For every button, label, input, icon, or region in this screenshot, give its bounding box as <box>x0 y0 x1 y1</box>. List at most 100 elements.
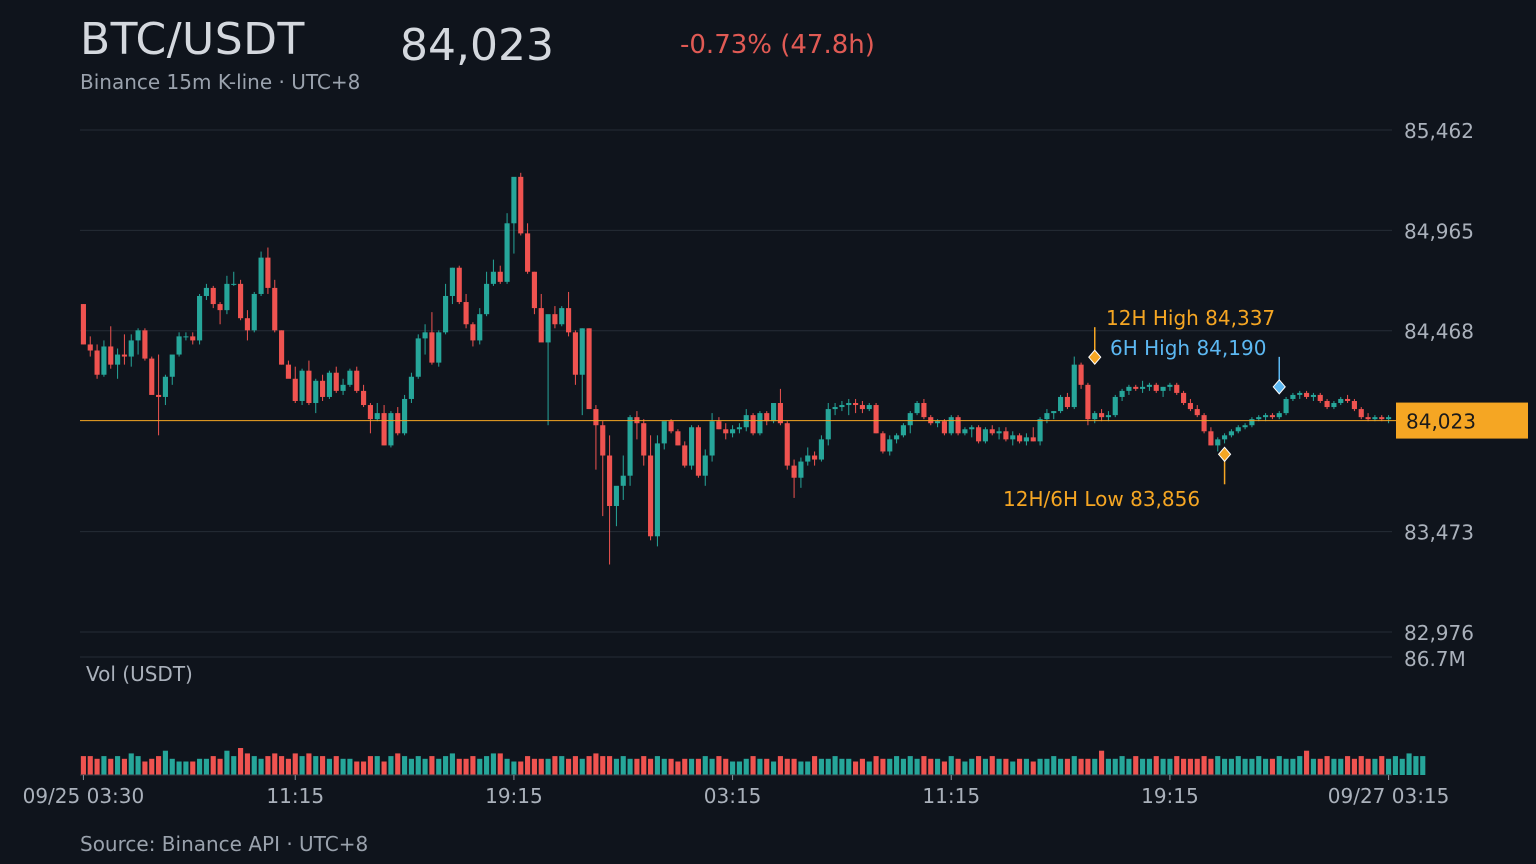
price-tick-label: 85,462 <box>1404 119 1474 143</box>
volume-bar <box>935 758 941 775</box>
candle-body <box>381 413 387 446</box>
candle-body <box>504 223 510 282</box>
volume-bar <box>1112 758 1118 775</box>
volume-bar <box>374 756 380 775</box>
current-price: 84,023 <box>400 20 554 71</box>
candle-body <box>1372 417 1378 420</box>
candle-body <box>900 425 906 436</box>
candle-body <box>115 354 121 365</box>
annotations: 84,023 12H High 84,337 6H High 84,190 12H/6… <box>80 306 1528 511</box>
volume-bar <box>900 758 906 775</box>
candle-body <box>299 370 305 401</box>
volume-bar <box>689 758 695 775</box>
volume-bar <box>682 758 688 775</box>
volume-bar <box>258 758 264 775</box>
candle-body <box>661 421 667 444</box>
volume-bar <box>948 756 954 775</box>
candle-body <box>935 421 941 424</box>
candle-body <box>1263 415 1269 418</box>
candle-body <box>1174 384 1180 393</box>
high-12h-label: 12H High 84,337 <box>1106 306 1275 330</box>
volume-bar <box>620 756 626 775</box>
volume-bar <box>1201 756 1207 775</box>
candle-body <box>1290 394 1296 399</box>
candle-body <box>326 372 332 397</box>
candle-body <box>258 257 264 294</box>
volume-bar <box>1119 756 1125 775</box>
volume-bar <box>456 758 462 775</box>
candle-body <box>805 455 811 462</box>
candle-body <box>484 283 490 315</box>
volume-bar <box>381 761 387 775</box>
volume-bar <box>887 758 893 775</box>
candle-body <box>709 421 715 456</box>
candle-body <box>812 455 818 460</box>
volume-bar <box>928 758 934 775</box>
candle-body <box>224 283 230 311</box>
volume-bar <box>736 761 742 775</box>
candle-body <box>1365 417 1371 420</box>
candle-body <box>279 330 285 365</box>
candle-body <box>654 443 660 537</box>
candle-body <box>839 405 845 408</box>
candle-body <box>210 287 216 305</box>
candle-body <box>818 439 824 460</box>
candle-body <box>238 283 244 319</box>
volume-bar <box>921 756 927 775</box>
candle-body <box>313 380 319 404</box>
candle-body <box>1310 394 1316 397</box>
x-tick-label: 03:15 <box>704 784 762 808</box>
candle-body <box>340 384 346 391</box>
candle-body <box>1078 364 1084 385</box>
volume-bar <box>1037 758 1043 775</box>
candle-body <box>183 336 189 338</box>
volume-bar <box>914 758 920 775</box>
volume-bar <box>668 758 674 775</box>
last-price-badge <box>1396 402 1528 439</box>
candle-body <box>1153 384 1159 391</box>
candle-body <box>566 308 572 333</box>
volume-bar <box>695 758 701 775</box>
candle-body <box>969 427 975 430</box>
candle-body <box>251 293 257 331</box>
candle-body <box>1085 384 1091 420</box>
volume-bar <box>839 758 845 775</box>
volume-bar <box>525 756 531 775</box>
candle-body <box>1208 431 1214 446</box>
volume-bar <box>600 756 606 775</box>
volume-bar <box>135 756 141 775</box>
volume-bar <box>607 756 613 775</box>
volume-bar <box>1290 758 1296 775</box>
volume-bar <box>1379 756 1385 775</box>
volume-bar <box>1187 758 1193 775</box>
candle-body <box>1051 411 1057 414</box>
volume-bar <box>217 758 223 775</box>
volume-bar <box>1030 761 1036 775</box>
volume-bar <box>484 756 490 775</box>
candle-body <box>627 417 633 476</box>
volume-bar <box>1092 758 1098 775</box>
candle-body <box>1351 400 1357 410</box>
candle-body <box>320 380 326 397</box>
volume-bar <box>771 761 777 775</box>
volume-bar <box>470 756 476 775</box>
candle-body <box>1345 398 1351 401</box>
candle-body <box>1338 398 1344 404</box>
volume-bar <box>1263 758 1269 775</box>
volume-bar <box>128 753 134 775</box>
candle-body <box>272 287 278 331</box>
volume-bar <box>285 758 291 775</box>
volume-bar <box>996 758 1002 775</box>
candle-body <box>1201 415 1207 432</box>
volume-bar <box>1283 758 1289 775</box>
volume-bar <box>1304 750 1310 775</box>
candle-body <box>203 287 209 296</box>
candle-body <box>572 332 578 375</box>
volume-bar <box>80 756 86 775</box>
candle-body <box>1297 392 1303 395</box>
volume-bar <box>969 758 975 775</box>
candle-body <box>190 336 196 341</box>
volume-bar <box>1256 756 1262 775</box>
volume-bar <box>634 758 640 775</box>
